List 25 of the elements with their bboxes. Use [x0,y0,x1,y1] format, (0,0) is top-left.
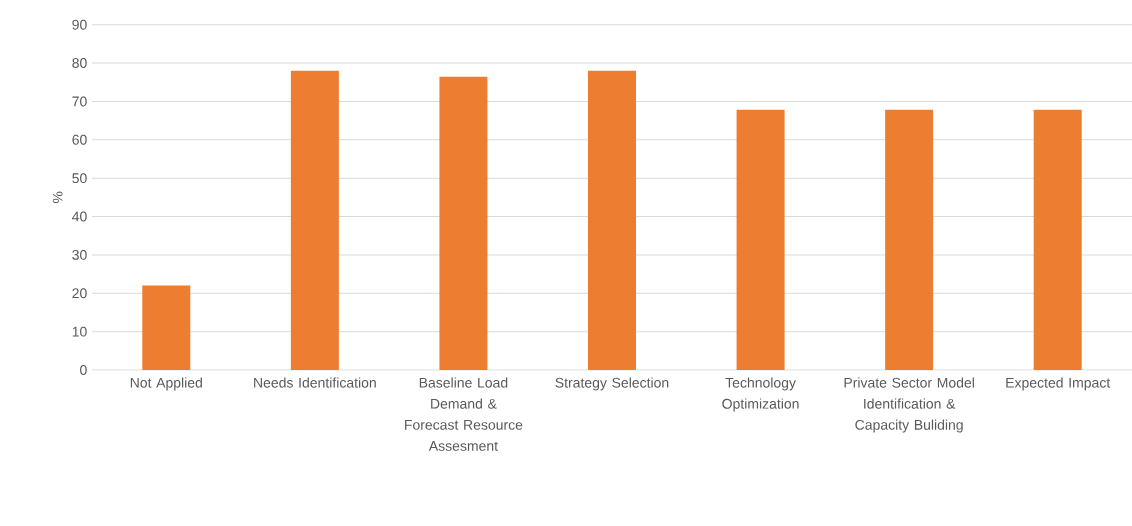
y-tick-label: 80 [72,58,87,69]
x-tick-label: Baseline Load Demand & Forecast Resource Assesment [405,377,523,451]
y-tick-label: 20 [72,288,87,299]
x-tick-label: Technology Optimization [722,377,799,412]
x-tick-label: Private Sector Model Identification & Capacity Buliding [844,377,974,433]
bar [885,109,934,370]
bar [142,285,191,370]
bar [439,76,488,370]
bar [1033,109,1082,370]
y-tick-label: 60 [72,134,87,145]
y-tick-label: 90 [72,19,87,30]
y-tick-label: 50 [72,173,87,184]
y-tick-label: 70 [72,96,87,107]
bar [290,70,339,370]
y-tick-label: 40 [72,211,87,222]
bar [736,109,785,370]
x-tick-label: Needs Identification [254,377,376,388]
y-tick-label: 10 [72,326,87,337]
y-tick-label: 0 [80,365,87,375]
x-tick-label: Expected Impact [1006,377,1111,391]
bar [588,70,636,370]
y-axis-title: % [52,191,63,204]
x-tick-label: Not Applied [130,377,202,391]
y-tick-label: 30 [72,249,87,260]
x-tick-label: Strategy Selection [555,377,669,391]
